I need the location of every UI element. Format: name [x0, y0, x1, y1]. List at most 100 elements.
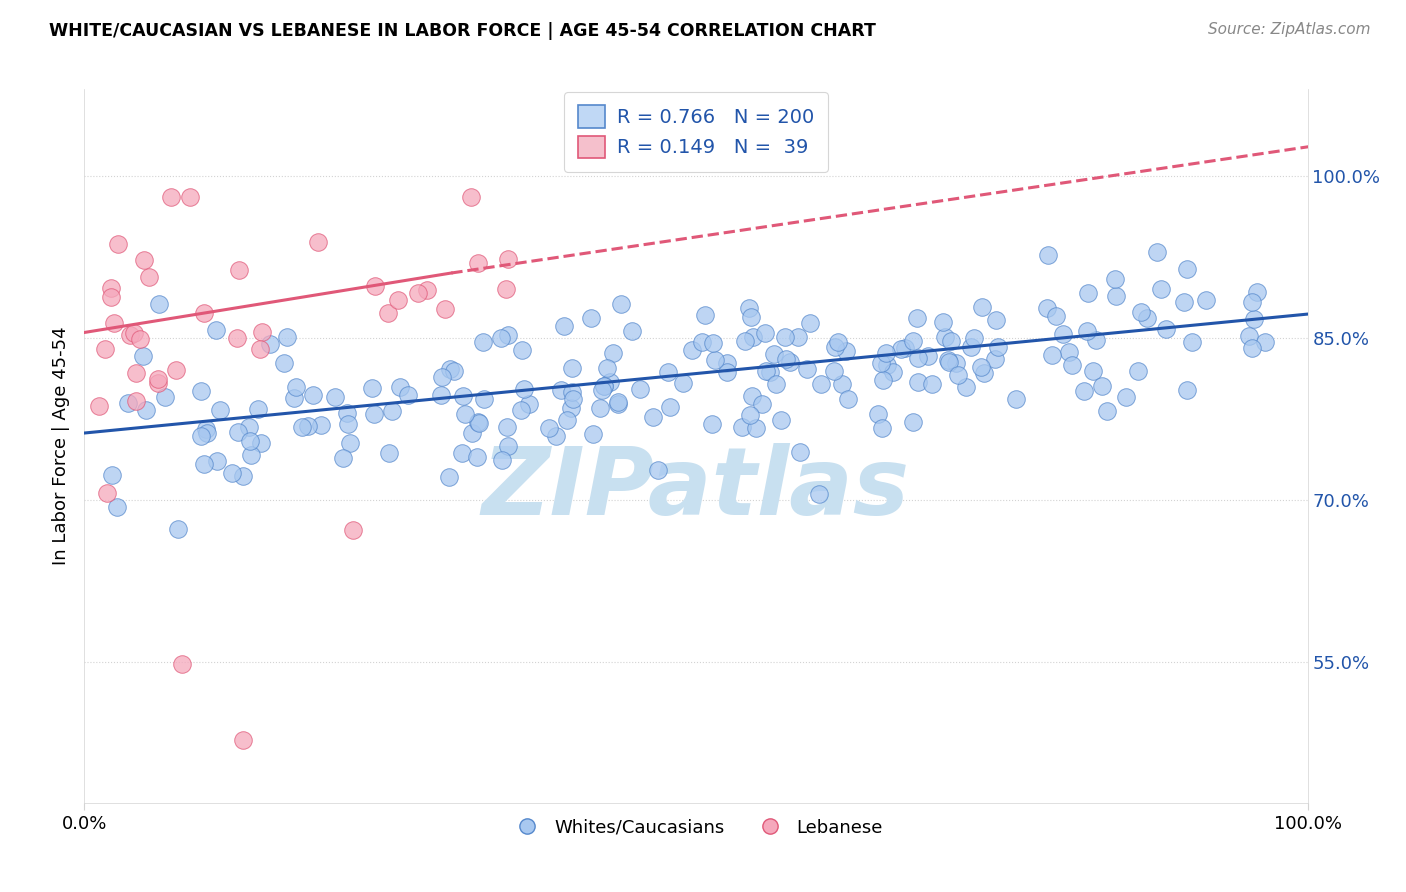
Point	[1036, 248, 1059, 262]
Point	[582, 427, 605, 442]
Point	[451, 446, 474, 460]
Point	[128, 332, 150, 346]
Point	[467, 256, 489, 270]
Point	[193, 306, 215, 320]
Point	[593, 379, 616, 393]
Point	[323, 390, 346, 404]
Point	[775, 330, 797, 344]
Point	[276, 330, 298, 344]
Point	[1246, 285, 1268, 299]
Point	[544, 429, 567, 443]
Point	[1154, 322, 1177, 336]
Point	[301, 388, 323, 402]
Point	[807, 487, 830, 501]
Point	[309, 417, 332, 432]
Point	[553, 319, 575, 334]
Point	[103, 316, 125, 330]
Point	[561, 392, 583, 406]
Point	[972, 300, 994, 314]
Point	[607, 397, 630, 411]
Point	[1045, 310, 1067, 324]
Point	[498, 252, 520, 266]
Point	[755, 364, 778, 378]
Point	[657, 366, 679, 380]
Point	[745, 421, 768, 435]
Point	[250, 325, 273, 339]
Point	[589, 401, 612, 415]
Point	[454, 407, 477, 421]
Text: ZIPatlas: ZIPatlas	[482, 442, 910, 535]
Point	[273, 356, 295, 370]
Point	[810, 377, 832, 392]
Point	[1129, 305, 1152, 319]
Point	[876, 358, 898, 372]
Point	[226, 425, 249, 440]
Point	[283, 391, 305, 405]
Point	[555, 413, 578, 427]
Point	[249, 342, 271, 356]
Point	[889, 342, 911, 356]
Point	[702, 417, 724, 431]
Point	[938, 355, 960, 369]
Point	[238, 420, 260, 434]
Point	[179, 190, 201, 204]
Point	[731, 420, 754, 434]
Point	[496, 420, 519, 434]
Point	[430, 369, 453, 384]
Point	[893, 341, 915, 355]
Point	[439, 361, 461, 376]
Point	[763, 347, 786, 361]
Point	[342, 524, 364, 538]
Point	[489, 330, 512, 344]
Point	[945, 356, 967, 370]
Point	[155, 390, 177, 404]
Point	[364, 279, 387, 293]
Point	[703, 353, 725, 368]
Point	[738, 408, 761, 422]
Point	[835, 343, 858, 358]
Point	[579, 310, 602, 325]
Point	[335, 406, 357, 420]
Point	[96, 486, 118, 500]
Point	[1084, 333, 1107, 347]
Point	[239, 448, 262, 462]
Point	[986, 313, 1008, 327]
Point	[406, 285, 429, 300]
Point	[796, 361, 818, 376]
Point	[823, 364, 845, 378]
Point	[291, 420, 314, 434]
Point	[550, 383, 572, 397]
Point	[1254, 335, 1277, 350]
Point	[148, 297, 170, 311]
Point	[1175, 262, 1198, 277]
Point	[1175, 384, 1198, 398]
Point	[837, 392, 859, 406]
Point	[740, 310, 762, 324]
Point	[775, 351, 797, 366]
Point	[1115, 391, 1137, 405]
Point	[1104, 271, 1126, 285]
Point	[190, 429, 212, 443]
Point	[765, 377, 787, 392]
Point	[738, 301, 761, 315]
Point	[1237, 329, 1260, 343]
Point	[948, 368, 970, 383]
Point	[239, 434, 262, 448]
Point	[232, 468, 254, 483]
Point	[1181, 334, 1204, 349]
Point	[987, 340, 1010, 354]
Point	[517, 397, 540, 411]
Point	[742, 330, 765, 344]
Point	[125, 394, 148, 409]
Point	[659, 401, 682, 415]
Point	[939, 334, 962, 348]
Point	[232, 733, 254, 747]
Point	[907, 351, 929, 365]
Point	[955, 380, 977, 394]
Point	[932, 315, 955, 329]
Point	[779, 354, 801, 368]
Point	[167, 522, 190, 536]
Point	[690, 334, 713, 349]
Point	[984, 351, 1007, 366]
Point	[443, 364, 465, 378]
